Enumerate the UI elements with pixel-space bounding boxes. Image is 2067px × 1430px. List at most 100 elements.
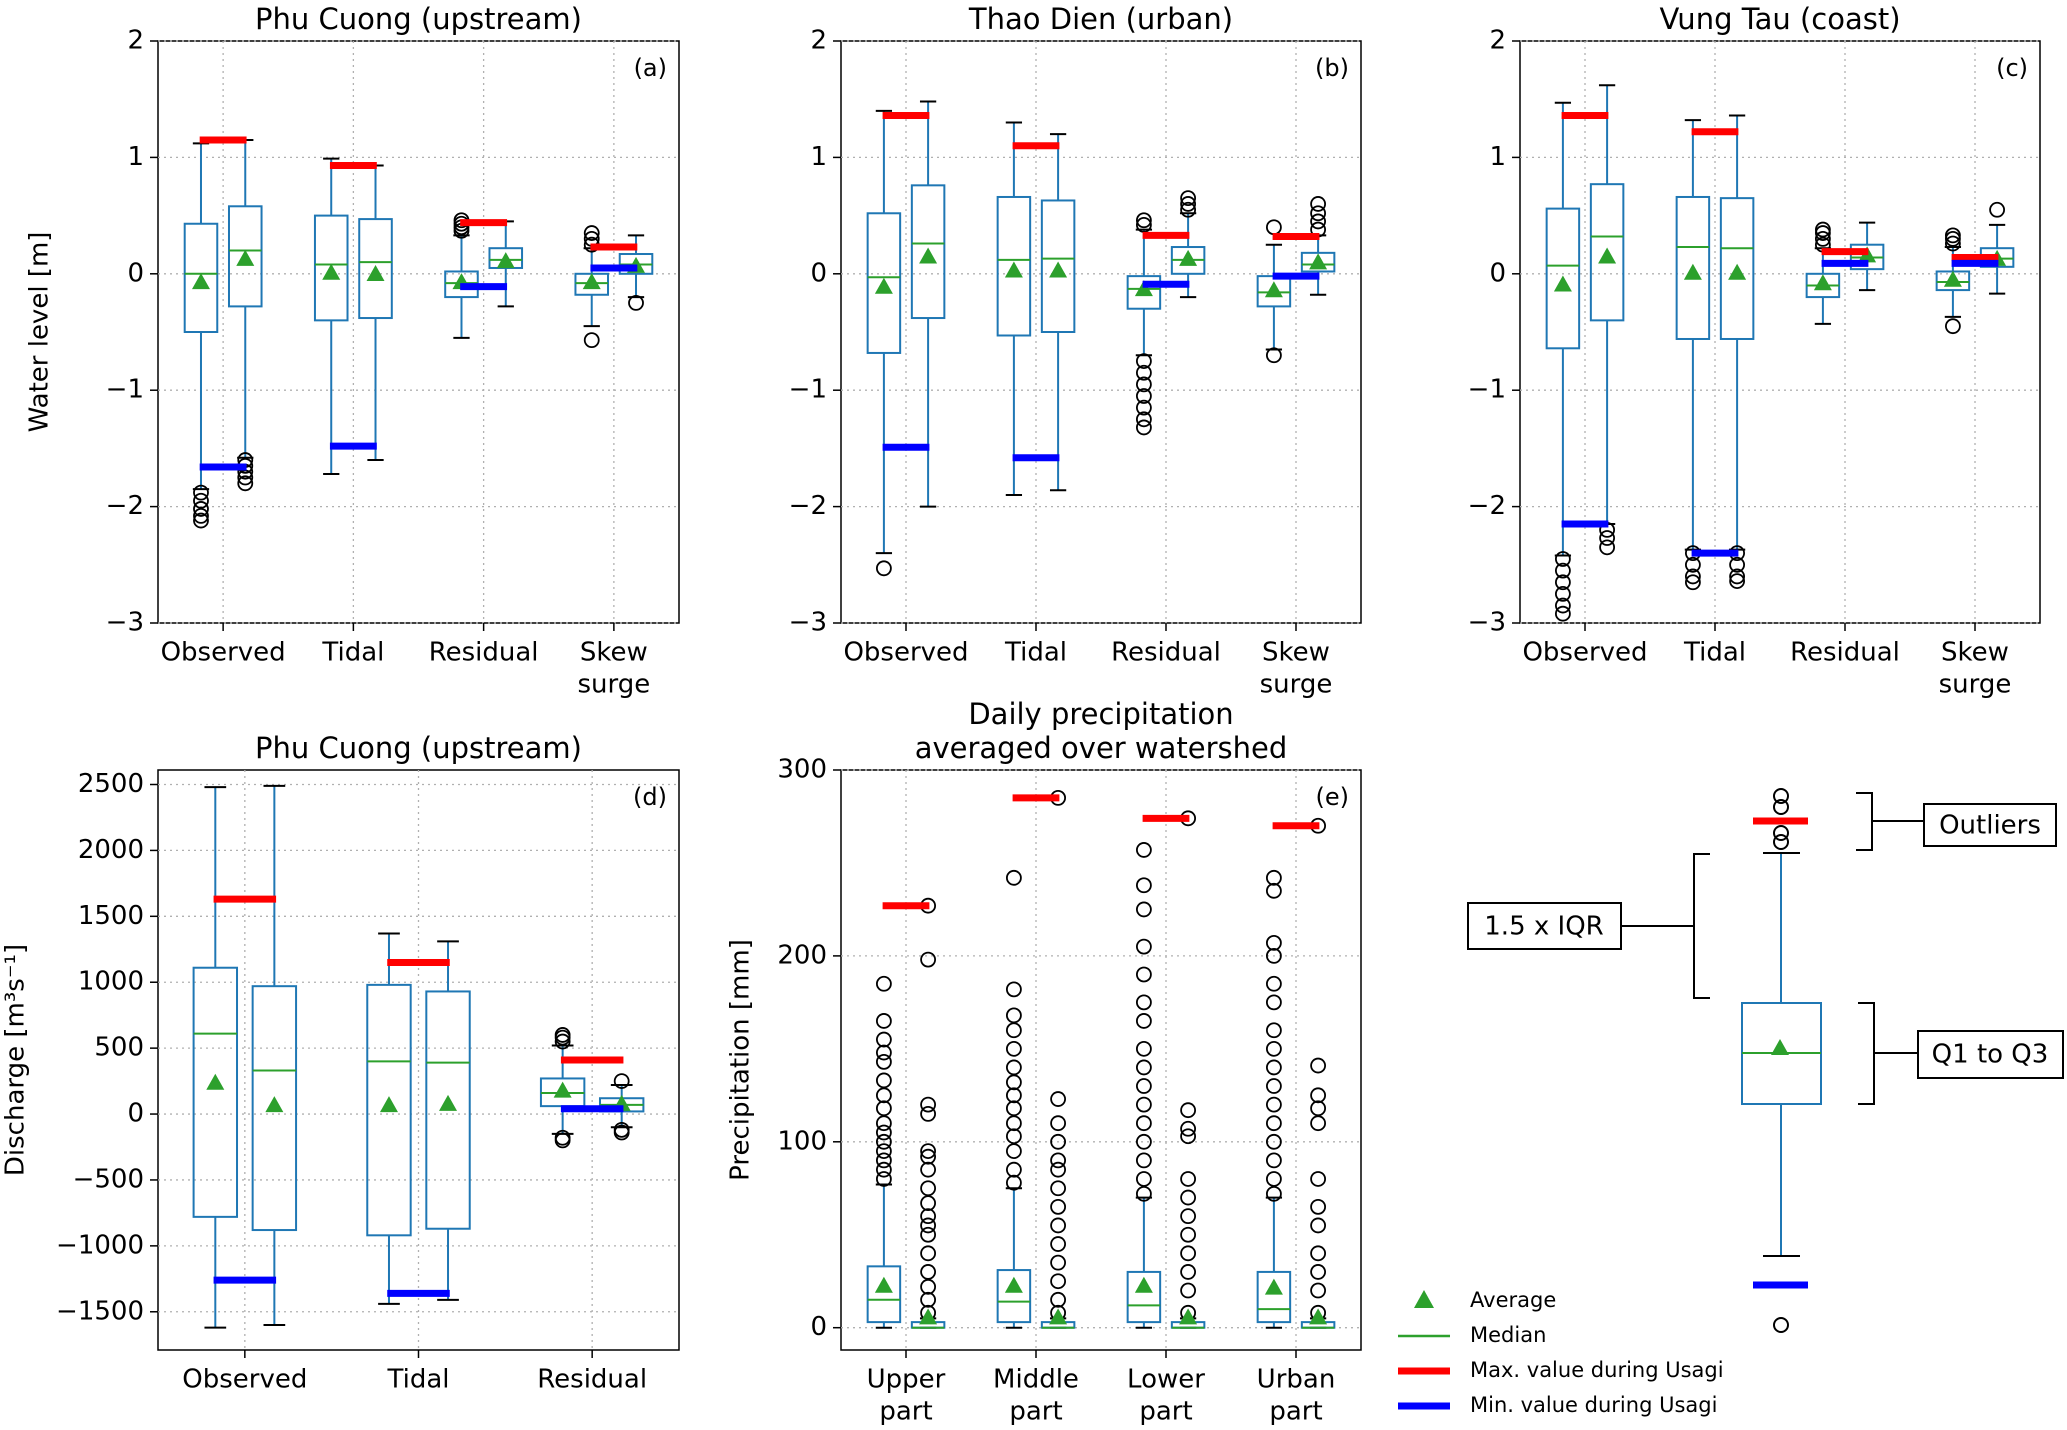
x-tick-label: part xyxy=(1139,1397,1192,1427)
outlier xyxy=(1136,212,1152,229)
outlier xyxy=(1599,539,1615,556)
example-brackets xyxy=(1467,792,2064,1105)
example-box xyxy=(1467,788,2064,1333)
panel-label: (c) xyxy=(1996,54,2028,82)
outlier xyxy=(1050,1217,1066,1234)
y-tick-label: −2 xyxy=(106,491,144,521)
outlier xyxy=(1136,1152,1152,1169)
outlier xyxy=(1136,938,1152,955)
outlier xyxy=(1136,376,1152,393)
iqr-box xyxy=(358,218,393,320)
outlier xyxy=(1006,981,1022,998)
y-tick-label: 0 xyxy=(127,1099,144,1129)
plot-frame xyxy=(840,769,1362,1351)
outlier xyxy=(1180,190,1196,207)
iqr-box xyxy=(1126,275,1162,310)
outlier xyxy=(876,1124,892,1141)
example-outlier xyxy=(1773,834,1789,850)
mean-marker xyxy=(1049,261,1068,278)
outlier xyxy=(1136,994,1152,1011)
outlier xyxy=(1050,1133,1066,1150)
iqr-box xyxy=(910,184,946,320)
iqr-box xyxy=(1256,1270,1292,1324)
panel-label: (d) xyxy=(633,783,667,811)
outlier xyxy=(1729,573,1745,589)
outlier xyxy=(1136,419,1152,436)
mean-marker xyxy=(553,1081,572,1098)
x-tick-label: surge xyxy=(1939,670,2012,700)
chart-title: Daily precipitation xyxy=(968,697,1233,731)
outlier xyxy=(876,1171,892,1187)
outlier xyxy=(1815,221,1831,238)
outlier xyxy=(583,225,600,241)
outlier xyxy=(583,332,600,349)
iqr-box xyxy=(866,212,902,354)
outlier xyxy=(1310,1245,1326,1262)
outlier xyxy=(1006,1143,1022,1159)
outlier xyxy=(1599,530,1615,546)
outlier xyxy=(1310,196,1326,212)
outlier xyxy=(1310,1282,1326,1299)
y-tick-label: −2 xyxy=(1468,491,1506,521)
x-tick-label: Residual xyxy=(429,638,539,668)
outlier xyxy=(876,1053,892,1070)
outlier xyxy=(1136,388,1152,404)
outlier xyxy=(1685,568,1701,585)
y-tick-label: 2500 xyxy=(78,769,144,799)
outlier xyxy=(1266,1078,1282,1094)
outlier xyxy=(1050,1198,1066,1215)
outlier xyxy=(1136,1040,1152,1057)
outlier xyxy=(1136,966,1152,983)
outlier xyxy=(1310,1264,1326,1280)
outlier xyxy=(1310,1100,1326,1117)
outlier xyxy=(1136,1133,1152,1150)
legend-label: Max. value during Usagi xyxy=(1470,1358,1724,1382)
outlier xyxy=(1006,1161,1022,1178)
x-tick-label: Lower xyxy=(1127,1365,1205,1395)
outlier xyxy=(1310,1115,1326,1132)
mean-marker xyxy=(1683,263,1702,280)
outlier xyxy=(1136,1059,1152,1076)
mean-marker xyxy=(366,264,385,281)
outlier xyxy=(1555,562,1571,579)
panel-label: (b) xyxy=(1315,54,1349,82)
outlier xyxy=(193,512,209,529)
y-tick-label: −2 xyxy=(789,491,827,521)
outlier xyxy=(876,1133,892,1150)
example-outlier xyxy=(1773,1317,1789,1333)
outlier xyxy=(613,1073,630,1089)
x-tick-label: Upper xyxy=(867,1365,946,1395)
mean-marker xyxy=(1179,1308,1198,1325)
plot-frame xyxy=(840,40,1362,624)
y-axis-label: Precipitation [mm] xyxy=(726,939,756,1181)
outlier xyxy=(1555,574,1571,591)
outlier xyxy=(1266,1133,1282,1150)
outlier xyxy=(920,1106,936,1122)
iqr-box xyxy=(1300,251,1336,273)
y-tick-label: 2000 xyxy=(78,835,144,865)
y-tick-label: 200 xyxy=(777,940,827,970)
mean-marker xyxy=(919,1308,938,1325)
outlier xyxy=(1310,1087,1326,1104)
outlier xyxy=(1555,605,1571,622)
outlier xyxy=(1685,574,1701,591)
iqr-box xyxy=(1545,207,1581,350)
outlier xyxy=(613,1124,630,1141)
y-tick-label: 500 xyxy=(94,1033,144,1063)
outlier xyxy=(1310,1198,1326,1215)
iqr-box xyxy=(1040,199,1076,333)
outlier xyxy=(1136,1078,1152,1094)
outlier xyxy=(1006,1022,1022,1039)
mean-marker xyxy=(1049,1308,1068,1325)
outlier xyxy=(1006,1059,1022,1076)
outlier xyxy=(920,1195,936,1212)
outlier xyxy=(1180,1264,1196,1280)
chart-title: Phu Cuong (upstream) xyxy=(255,2,582,36)
outlier xyxy=(1050,1273,1066,1290)
outlier xyxy=(1006,1074,1022,1091)
outlier xyxy=(1266,882,1282,899)
mean-marker xyxy=(1553,275,1572,292)
y-tick-label: −3 xyxy=(106,608,144,638)
outlier xyxy=(1050,1236,1066,1252)
y-tick-label: 2 xyxy=(1489,26,1506,56)
